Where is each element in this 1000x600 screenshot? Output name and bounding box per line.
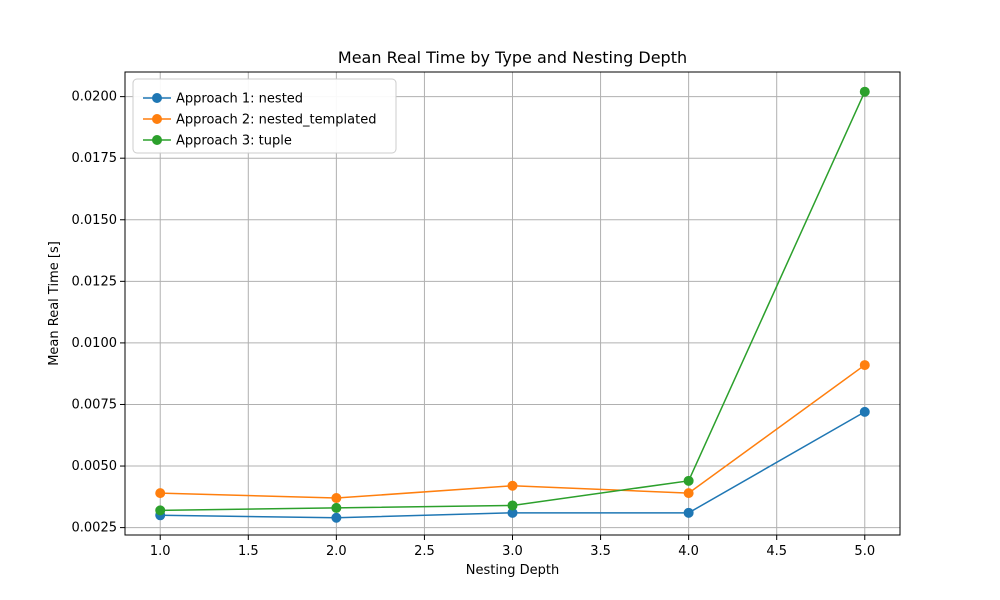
series-3-point — [859, 86, 870, 97]
legend-label-3: Approach 3: tuple — [176, 134, 292, 149]
x-tick-label: 4.0 — [678, 544, 699, 559]
series-3-point — [683, 475, 694, 486]
x-axis-label: Nesting Depth — [466, 563, 559, 578]
x-tick-label: 1.0 — [150, 544, 171, 559]
x-tick-label: 2.0 — [326, 544, 347, 559]
x-tick-label: 5.0 — [854, 544, 875, 559]
legend: Approach 1: nested Approach 2: nested_tem… — [132, 78, 397, 154]
x-tick-label: 3.0 — [502, 544, 523, 559]
legend-label-1: Approach 1: nested — [176, 92, 303, 107]
series-2-point — [859, 360, 870, 371]
series-3-point — [155, 505, 166, 516]
y-tick-label: 0.0050 — [72, 459, 118, 474]
legend-label-2: Approach 2: nested_templated — [176, 113, 376, 128]
y-tick-label: 0.0125 — [72, 274, 118, 289]
series-3-point — [331, 502, 342, 513]
y-tick-label: 0.0150 — [72, 213, 118, 228]
x-tick-label: 3.5 — [590, 544, 611, 559]
y-tick-label: 0.0175 — [72, 151, 118, 166]
series-3-point — [507, 500, 518, 511]
x-tick-label: 1.5 — [238, 544, 259, 559]
series-layer — [155, 86, 870, 523]
x-tick-label: 2.5 — [414, 544, 435, 559]
y-axis-label: Mean Real Time [s] — [47, 241, 62, 366]
series-2-point — [507, 480, 518, 491]
chart-title: Mean Real Time by Type and Nesting Depth — [338, 48, 687, 67]
series-2-point — [155, 488, 166, 499]
legend-box — [132, 78, 397, 154]
series-1-point — [859, 406, 870, 417]
series-2-point — [683, 488, 694, 499]
series-2-point — [331, 493, 342, 504]
x-tick-label: 4.5 — [766, 544, 787, 559]
y-tick-label: 0.0025 — [72, 521, 118, 536]
legend-marker-3 — [152, 135, 162, 145]
y-tick-label: 0.0075 — [72, 397, 118, 412]
series-1-point — [331, 512, 342, 523]
x-tick-layer: 1.0 1.5 2.0 2.5 3.0 3.5 4.0 4.5 5.0 — [150, 535, 875, 559]
y-tick-label: 0.0100 — [72, 336, 118, 351]
series-1-point — [683, 507, 694, 518]
y-tick-layer: 0.0025 0.0050 0.0075 0.0100 0.0125 0.0150 0.01… — [72, 90, 125, 536]
legend-marker-2 — [152, 114, 162, 124]
legend-marker-1 — [152, 93, 162, 103]
y-tick-label: 0.0200 — [72, 90, 118, 105]
